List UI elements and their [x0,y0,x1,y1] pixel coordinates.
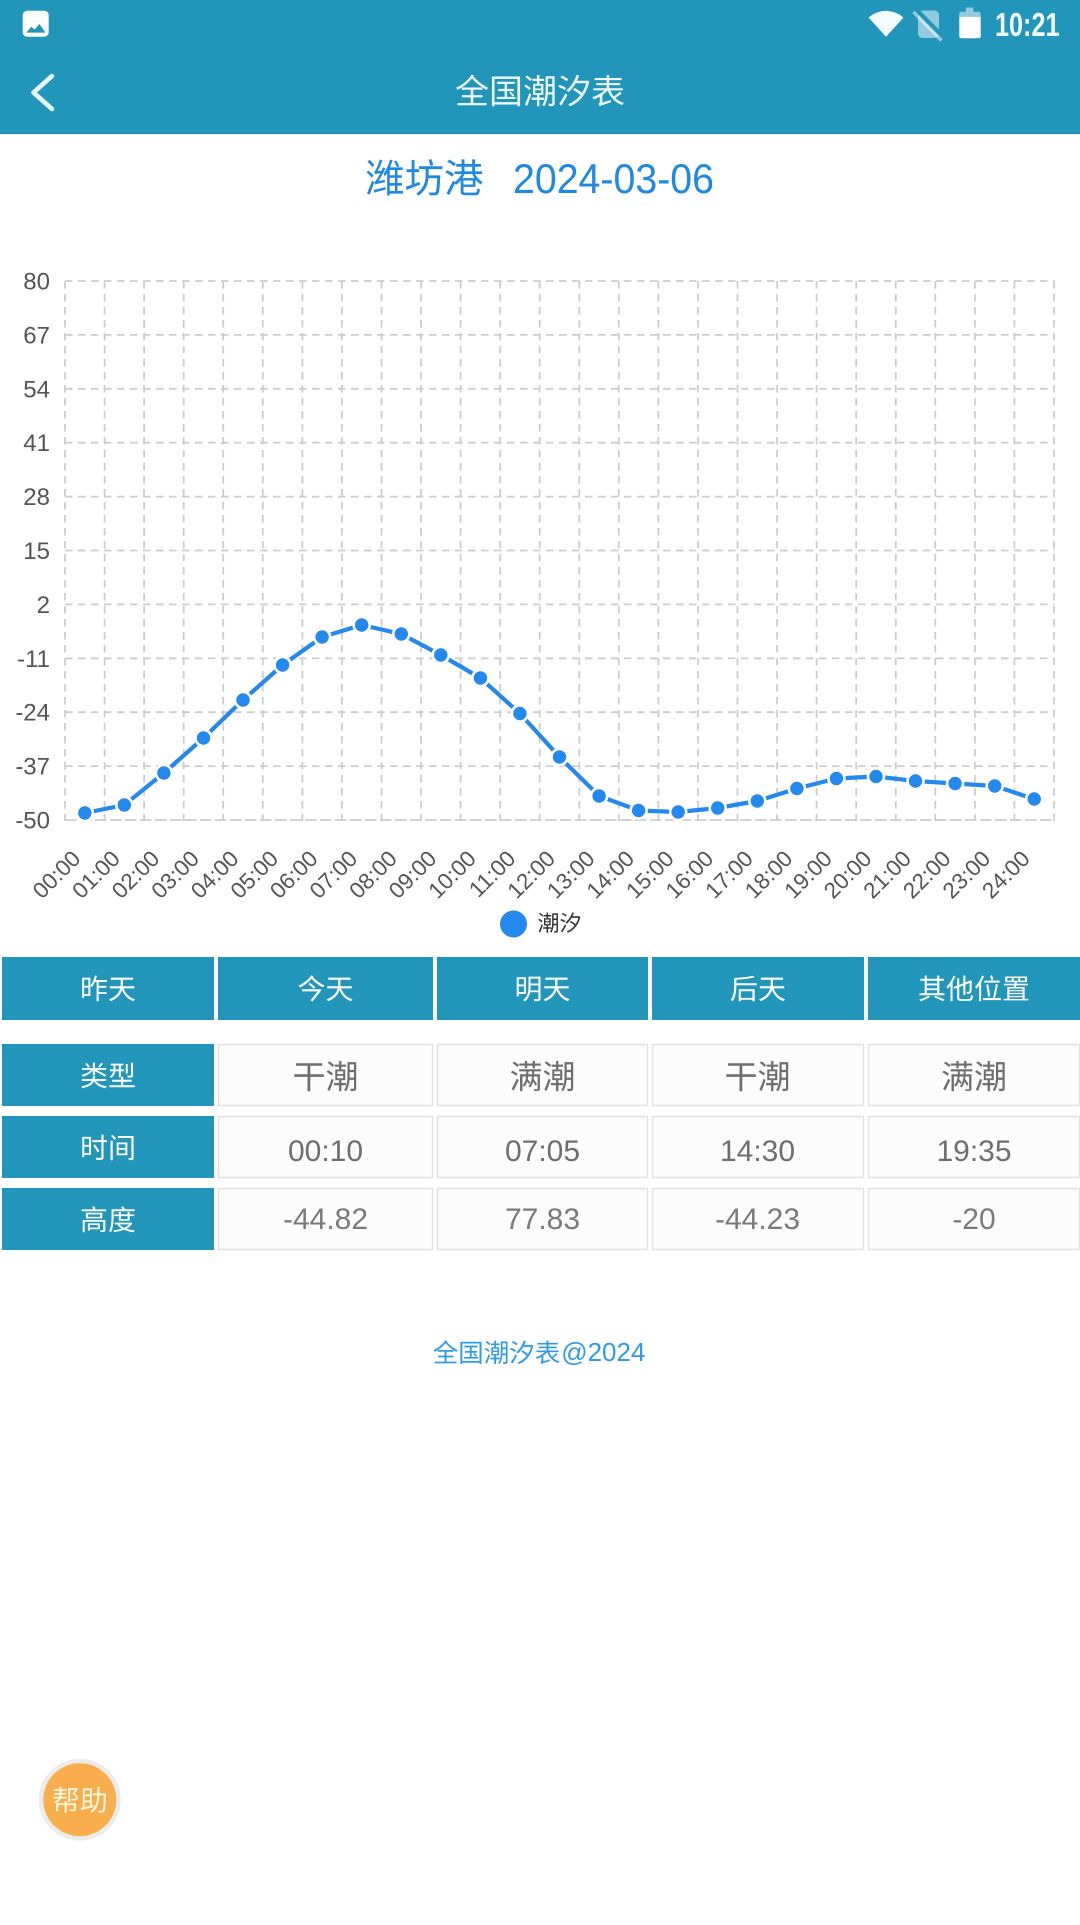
svg-text:15: 15 [23,538,50,565]
svg-text:67: 67 [23,322,50,349]
svg-text:2: 2 [37,592,50,619]
svg-text:14:30: 14:30 [720,1135,795,1168]
svg-text:-20: -20 [952,1203,995,1236]
svg-text:-44.82: -44.82 [283,1203,368,1236]
svg-text:07:05: 07:05 [505,1135,580,1168]
svg-text:10:21: 10:21 [995,7,1060,44]
svg-text:77.83: 77.83 [505,1203,580,1236]
svg-text:-11: -11 [17,646,50,673]
svg-text:54: 54 [23,376,50,403]
svg-text:-24: -24 [15,700,50,727]
svg-text:41: 41 [23,430,50,457]
svg-text:80: 80 [23,269,50,296]
svg-text:00:10: 00:10 [288,1135,363,1168]
svg-text:2024-03-06: 2024-03-06 [513,155,714,202]
svg-text:-50: -50 [15,808,50,835]
svg-text:28: 28 [23,484,50,511]
svg-text:@2024: @2024 [561,1337,645,1367]
svg-text:19:35: 19:35 [936,1135,1011,1168]
svg-text:-44.23: -44.23 [715,1203,800,1236]
svg-text:-37: -37 [15,754,50,781]
